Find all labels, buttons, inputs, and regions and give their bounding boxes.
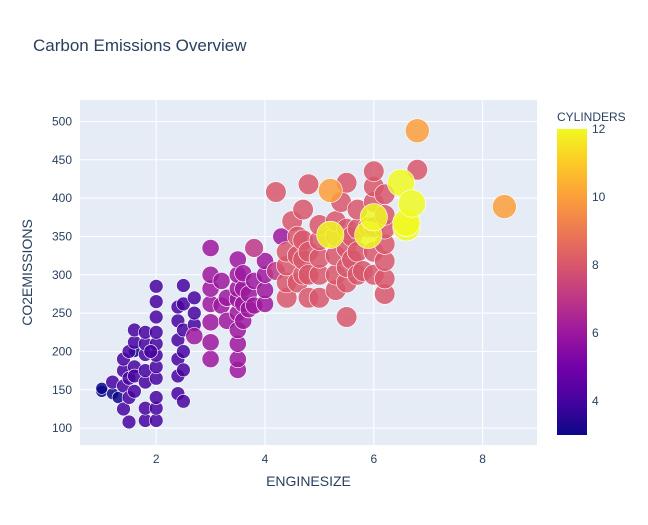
colorbar-ticks: 4 6 8 10 12 xyxy=(592,122,606,408)
chart-title: Carbon Emissions Overview xyxy=(33,36,247,55)
colorbar-tick-label: 6 xyxy=(592,326,599,340)
y-tick-label: 200 xyxy=(52,344,72,358)
data-point xyxy=(201,350,220,369)
data-point xyxy=(121,414,137,430)
y-tick-label: 450 xyxy=(52,153,72,167)
data-point xyxy=(359,203,388,232)
y-tick-label: 350 xyxy=(52,229,72,243)
data-point xyxy=(265,181,287,203)
colorbar-tick-label: 8 xyxy=(592,258,599,272)
data-point xyxy=(336,306,358,328)
y-tick-label: 150 xyxy=(52,383,72,397)
data-point xyxy=(244,238,264,258)
data-point xyxy=(201,313,220,332)
y-tick-label: 100 xyxy=(52,421,72,435)
data-point xyxy=(317,178,343,203)
data-point xyxy=(292,199,314,221)
scatter-points xyxy=(95,118,517,430)
x-tick-label: 8 xyxy=(479,452,486,466)
data-point xyxy=(228,350,247,369)
data-point xyxy=(256,281,274,300)
data-point xyxy=(149,294,164,309)
y-tick-label: 300 xyxy=(52,268,72,282)
data-point xyxy=(187,305,202,321)
data-point xyxy=(176,296,191,312)
data-point xyxy=(363,160,385,182)
data-point xyxy=(201,239,220,257)
data-point xyxy=(492,194,517,219)
data-point xyxy=(95,381,109,395)
colorbar-title: CYLINDERS xyxy=(557,110,626,124)
x-axis-ticks: 2 4 6 8 xyxy=(153,452,486,466)
y-tick-label: 250 xyxy=(52,306,72,320)
data-point xyxy=(149,390,164,405)
data-point xyxy=(297,173,320,195)
data-point xyxy=(397,189,426,218)
x-axis-title: ENGINESIZE xyxy=(266,473,351,489)
data-point xyxy=(316,220,345,249)
x-tick-label: 6 xyxy=(370,452,377,466)
data-point xyxy=(149,413,164,428)
data-point xyxy=(212,271,231,290)
data-point xyxy=(187,290,202,305)
data-point xyxy=(149,279,164,294)
data-point xyxy=(176,278,191,293)
y-tick-label: 400 xyxy=(52,191,72,205)
y-tick-label: 500 xyxy=(52,114,72,128)
colorbar xyxy=(557,129,587,435)
data-point xyxy=(176,362,191,378)
data-point xyxy=(149,309,164,325)
data-point xyxy=(149,325,164,340)
data-point xyxy=(127,384,142,399)
data-point xyxy=(176,344,191,359)
data-point xyxy=(404,118,430,143)
data-point xyxy=(143,344,158,359)
colorbar-tick-label: 12 xyxy=(592,122,606,136)
y-axis-title: CO2EMISSIONS xyxy=(19,219,35,326)
data-point xyxy=(185,327,204,346)
colorbar-tick-label: 4 xyxy=(592,394,599,408)
data-point xyxy=(176,394,191,409)
data-point xyxy=(201,333,220,352)
colorbar-tick-label: 10 xyxy=(592,190,606,204)
y-axis-ticks: 100 150 200 250 300 350 400 450 500 xyxy=(52,114,72,435)
x-tick-label: 2 xyxy=(153,452,160,466)
x-tick-label: 4 xyxy=(262,452,269,466)
